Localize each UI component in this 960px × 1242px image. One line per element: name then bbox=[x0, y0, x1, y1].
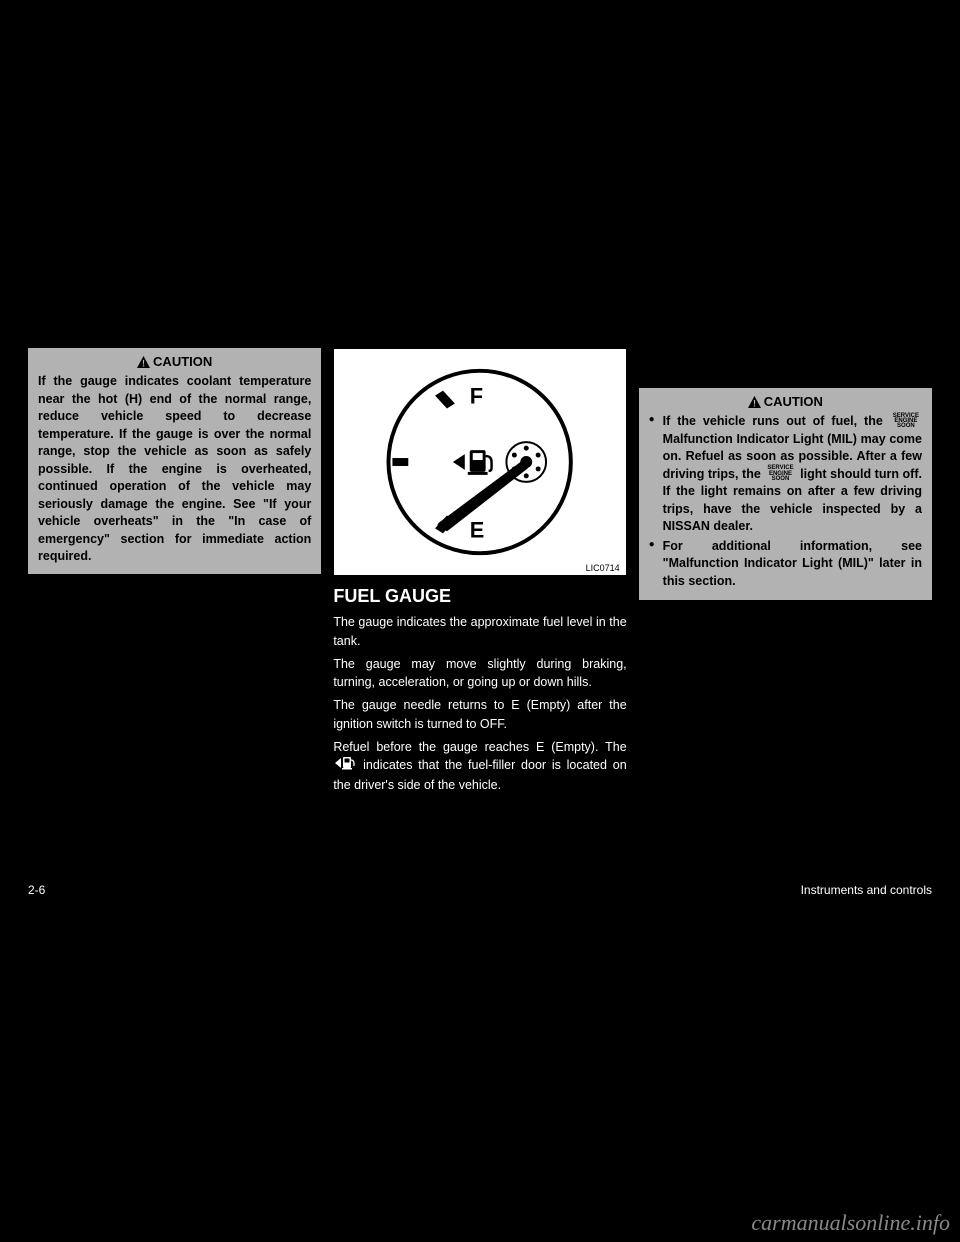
section-title: Instruments and controls bbox=[801, 883, 932, 897]
caution-box-left: ! CAUTION If the gauge indicates coolant… bbox=[28, 348, 321, 574]
fuel-p3: The gauge needle returns to E (Empty) af… bbox=[333, 696, 626, 734]
fuel-door-arrow-icon bbox=[335, 756, 355, 776]
caution-header: ! CAUTION bbox=[38, 354, 311, 369]
watermark: carmanualsonline.info bbox=[751, 1210, 950, 1236]
middle-column: F E bbox=[333, 348, 626, 799]
svg-text:!: ! bbox=[753, 398, 756, 408]
svg-text:F: F bbox=[470, 384, 483, 409]
caution-item-2: For additional information, see "Malfunc… bbox=[649, 538, 922, 591]
warning-triangle-icon: ! bbox=[137, 356, 150, 368]
page-content: ! CAUTION If the gauge indicates coolant… bbox=[28, 348, 932, 799]
fuel-p1: The gauge indicates the approximate fuel… bbox=[333, 613, 626, 651]
fuel-gauge-svg: F E bbox=[334, 349, 625, 575]
fuel-p2: The gauge may move slightly during braki… bbox=[333, 655, 626, 693]
service-engine-soon-icon: SERVICEENGINESOON bbox=[893, 414, 919, 430]
fuel-p4: Refuel before the gauge reaches E (Empty… bbox=[333, 738, 626, 795]
fuel-gauge-body: The gauge indicates the approximate fuel… bbox=[333, 613, 626, 799]
caution-text-left: If the gauge indicates coolant temperatu… bbox=[38, 373, 311, 566]
fuel-gauge-figure: F E bbox=[333, 348, 626, 576]
caution-label: CAUTION bbox=[764, 394, 823, 409]
left-column: ! CAUTION If the gauge indicates coolant… bbox=[28, 348, 321, 799]
right-column: ! CAUTION If the vehicle runs out of fue… bbox=[639, 348, 932, 799]
service-engine-soon-icon: SERVICEENGINESOON bbox=[767, 466, 793, 482]
svg-text:!: ! bbox=[142, 358, 145, 368]
figure-code: LIC0714 bbox=[586, 563, 620, 573]
caution-header-right: ! CAUTION bbox=[649, 394, 922, 409]
caution-box-right: ! CAUTION If the vehicle runs out of fue… bbox=[639, 388, 932, 600]
caution-list: If the vehicle runs out of fuel, the SER… bbox=[649, 413, 922, 590]
fuel-gauge-title: FUEL GAUGE bbox=[333, 586, 626, 607]
page-footer: 2-6 Instruments and controls bbox=[28, 883, 932, 897]
page-number: 2-6 bbox=[28, 883, 45, 897]
warning-triangle-icon: ! bbox=[748, 396, 761, 408]
svg-text:E: E bbox=[470, 517, 485, 542]
caution-label: CAUTION bbox=[153, 354, 212, 369]
caution-item-1: If the vehicle runs out of fuel, the SER… bbox=[649, 413, 922, 536]
